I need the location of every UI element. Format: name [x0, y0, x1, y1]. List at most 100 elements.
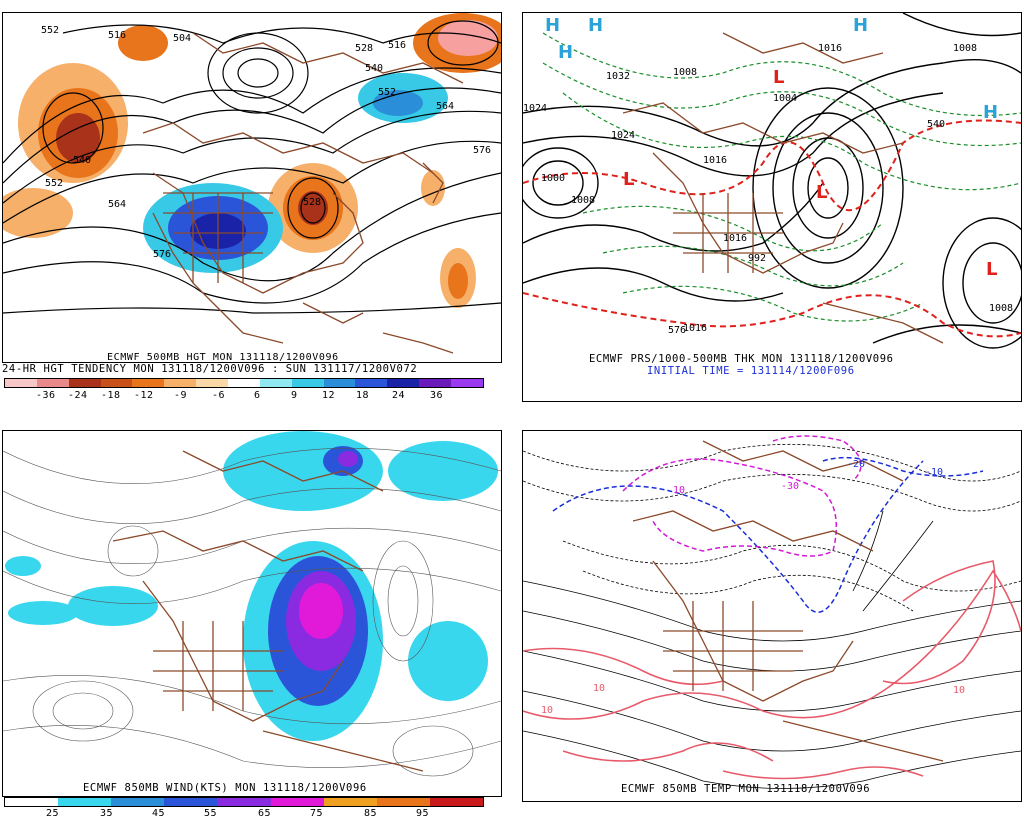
contour-label: 528	[355, 43, 373, 54]
high-pressure-symbol: H	[558, 42, 573, 63]
isobar-label: 1024	[523, 103, 547, 114]
isobar-label: 1016	[818, 43, 842, 54]
temperature-map: 10 -10 -20 10 -30 10 10	[523, 435, 1021, 789]
isobars	[523, 13, 1021, 349]
height-contours	[3, 20, 501, 314]
colorbar-swatch	[259, 379, 292, 387]
panel-subcaption: 24-HR HGT TENDENCY MON 131118/1200V096 :…	[2, 363, 418, 375]
colorbar-swatch	[164, 379, 197, 387]
height-tendency-map: 552 516 504 528 516 540 552 564 576 540 …	[3, 13, 501, 354]
isobar-label: 1008	[953, 43, 977, 54]
contour-label: 540	[73, 155, 91, 166]
colorbar-swatch	[419, 379, 452, 387]
panel-caption: ECMWF PRS/1000-500MB THK MON 131118/1200…	[589, 353, 894, 365]
thickness-lines	[542, 32, 1021, 322]
wind-map	[3, 431, 501, 777]
panel-500mb-height: 552 516 504 528 516 540 552 564 576 540 …	[2, 12, 502, 363]
colorbar-label: 85	[364, 808, 378, 819]
colorbar-swatch	[164, 798, 218, 806]
pressure-labels: 1032 1008 1016 1008 1000 1016 1024 1004 …	[523, 43, 1013, 336]
panel-caption: ECMWF 850MB WIND(KTS) MON 131118/1200V09…	[83, 782, 367, 794]
low-pressure-symbol: L	[986, 259, 997, 280]
colorbar-swatch	[58, 798, 112, 806]
colorbar-label: 9	[291, 390, 298, 401]
contour-label: 552	[41, 25, 59, 36]
isotherm-label: -30	[781, 481, 799, 492]
isotherm-magenta	[622, 435, 862, 557]
isobar-label: 1016	[683, 323, 707, 334]
thickness-540-line	[523, 119, 1021, 338]
low-pressure-symbol: L	[623, 169, 634, 190]
contour-label: 540	[365, 63, 383, 74]
colorbar-label: -12	[134, 390, 154, 401]
high-pressure-symbol: H	[588, 15, 603, 36]
contour-label: 528	[303, 197, 321, 208]
isotherm-label: 10	[541, 705, 553, 716]
colorbar-label: 95	[416, 808, 430, 819]
colorbar-swatch	[5, 798, 59, 806]
tendency-colorbar	[4, 378, 484, 388]
colorbar-swatch	[291, 379, 324, 387]
warm-isotherms	[523, 560, 1021, 780]
contour-label: 504	[173, 33, 191, 44]
colorbar-swatch	[228, 379, 260, 387]
colorbar-swatch	[132, 379, 165, 387]
isobar-label: 1032	[606, 71, 630, 82]
colorbar-label: 12	[322, 390, 336, 401]
colorbar-label: 75	[310, 808, 324, 819]
wind-colorbar-labels: 25 35 45 55 65 75 85 95	[4, 808, 482, 819]
zero-isotherm-blue	[552, 456, 984, 613]
colorbar-swatch	[429, 798, 483, 806]
colorbar-label: 45	[152, 808, 166, 819]
colorbar-swatch	[196, 379, 229, 387]
low-pressure-symbol: L	[773, 67, 784, 88]
colorbar-swatch	[100, 379, 133, 387]
contour-label: 564	[108, 199, 126, 210]
colorbar-label: 36	[430, 390, 444, 401]
isobar-label: 1024	[611, 130, 635, 141]
low-pressure-symbol: L	[816, 182, 827, 203]
colorbar-swatch	[387, 379, 420, 387]
colorbar-swatch	[355, 379, 388, 387]
panel-850mb-temp: 10 -10 -20 10 -30 10 10 ECMWF 850MB TEMP…	[522, 430, 1022, 802]
isotherm-label: 10	[673, 485, 685, 496]
coastlines	[112, 450, 424, 772]
colorbar-label: 6	[254, 390, 261, 401]
pressure-thickness-map: H H H H H L L L L 1032 1008 1016 1008 10…	[523, 13, 1021, 349]
colorbar-swatch	[68, 379, 101, 387]
coastlines	[142, 32, 464, 354]
coastlines	[622, 32, 944, 344]
contour-label: 576	[473, 145, 491, 156]
isobar-label: 1016	[723, 233, 747, 244]
colorbar-swatch	[270, 798, 324, 806]
pressure-centers: H H H H H L L L L	[545, 15, 998, 280]
isobar-label: 1008	[989, 303, 1013, 314]
contour-label: 552	[378, 87, 396, 98]
isobar-label: 1004	[773, 93, 797, 104]
wind-colorbar	[4, 797, 484, 807]
colorbar-label: -18	[101, 390, 121, 401]
colorbar-swatch	[376, 798, 430, 806]
colorbar-label: 65	[258, 808, 272, 819]
colorbar-swatch	[111, 798, 165, 806]
colorbar-swatch	[451, 379, 483, 387]
isotherm-label: 10	[593, 683, 605, 694]
isotherm-label: 10	[953, 685, 965, 696]
panel-850mb-wind: ECMWF 850MB WIND(KTS) MON 131118/1200V09…	[2, 430, 502, 797]
high-pressure-symbol: H	[545, 15, 560, 36]
isobar-label: 992	[748, 253, 766, 264]
isobar-label: 540	[927, 119, 945, 130]
contour-label-group: 552 516 504 528 516 540 552 564 576 540 …	[41, 25, 491, 260]
isobar-label: 1016	[703, 155, 727, 166]
tendency-colorbar-labels: -36 -24 -18 -12 -9 -6 6 9 12 18 24 36	[4, 390, 482, 402]
colorbar-label: 18	[356, 390, 370, 401]
colorbar-swatch	[323, 379, 356, 387]
colorbar-label: 55	[204, 808, 218, 819]
isobar-label: 1008	[673, 67, 697, 78]
colorbar-label: 25	[46, 808, 60, 819]
wind-fills	[5, 431, 498, 741]
contour-label: 552	[45, 178, 63, 189]
colorbar-label: -6	[212, 390, 226, 401]
colorbar-swatch	[217, 798, 271, 806]
colorbar-label: 35	[100, 808, 114, 819]
